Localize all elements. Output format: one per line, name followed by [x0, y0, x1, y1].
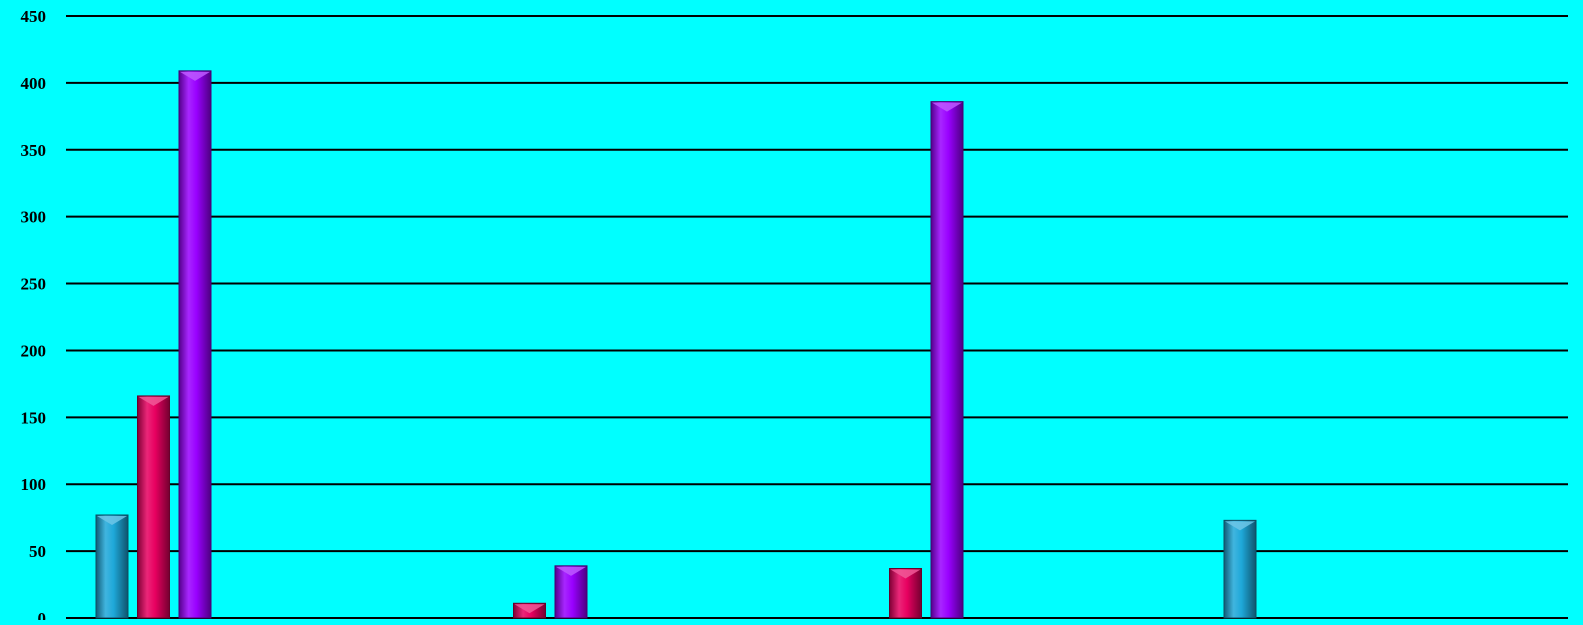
y-tick-label: 150: [21, 408, 47, 427]
y-tick-label: 250: [21, 275, 47, 294]
y-tick-label: 400: [21, 74, 47, 93]
bar-top-bevel: [514, 604, 545, 614]
gridlines: [66, 15, 1568, 619]
bar-top-bevel: [1225, 521, 1255, 531]
bar-top-bevel: [556, 566, 586, 576]
y-axis-ticks: 0 50 100 150 200 250 300 350 400 450: [21, 7, 47, 625]
y-tick-label: 300: [21, 208, 47, 227]
y-tick-label: 100: [21, 475, 47, 494]
y-tick-label: 350: [21, 141, 47, 160]
y-tick-label: 450: [21, 7, 47, 26]
bar: [137, 395, 170, 619]
bar: [178, 70, 212, 619]
y-tick-label: 0: [38, 609, 47, 620]
bar-top-bevel: [180, 71, 210, 81]
bar-top-bevel: [890, 569, 921, 579]
bars: [95, 70, 1257, 619]
y-tick-label: 50: [29, 542, 46, 561]
bar: [930, 101, 964, 619]
bar-top-bevel: [138, 396, 169, 406]
bar-top-bevel: [97, 515, 127, 525]
bar: [95, 514, 129, 619]
y-tick-label: 200: [21, 341, 47, 360]
bar: [1223, 519, 1257, 619]
bar-top-bevel: [932, 102, 962, 112]
